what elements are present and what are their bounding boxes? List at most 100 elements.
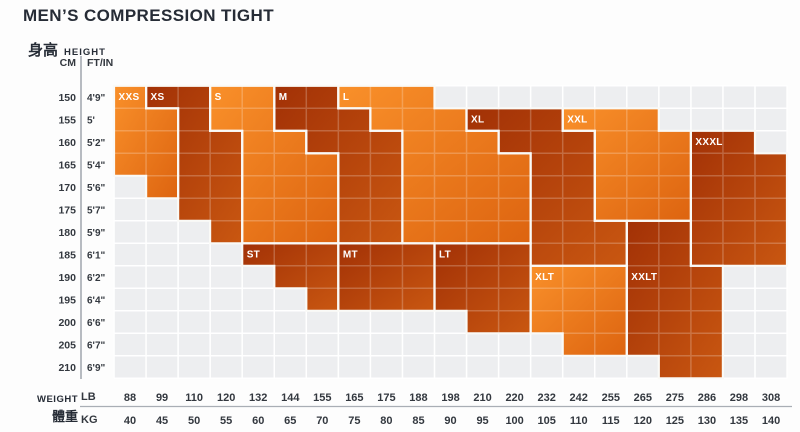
axis-kg-value: 80 — [380, 415, 392, 427]
axis-kg-value: 140 — [762, 415, 780, 427]
axis-cm-value: 185 — [58, 249, 76, 261]
cm-column-header: CM — [59, 57, 76, 69]
axis-lb-value: 120 — [217, 392, 235, 404]
weight-axis-header: WEIGHT 體重 — [0, 394, 78, 425]
region-XXLT — [626, 220, 723, 379]
axis-lb-value: 308 — [762, 392, 780, 404]
axis-kg-value: 125 — [666, 415, 684, 427]
axis-cm-value: 165 — [58, 159, 76, 171]
height-label-en: HEIGHT — [64, 47, 106, 58]
axis-ftin-value: 5'9" — [87, 228, 106, 239]
axis-lb-value: 198 — [441, 392, 459, 404]
axis-ftin-value: 5'7" — [87, 205, 106, 216]
weight-label-en: WEIGHT — [37, 394, 78, 405]
axis-ftin-value: 6'6" — [87, 318, 106, 329]
axis-kg-value: 90 — [444, 415, 456, 427]
axis-ftin-value: 4'9" — [87, 93, 106, 104]
axis-cm-value: 170 — [58, 182, 76, 194]
axis-ftin-value: 5' — [87, 115, 95, 126]
region-XL — [466, 108, 627, 266]
axis-lb-value: 232 — [537, 392, 555, 404]
axis-kg-value: 100 — [505, 415, 523, 427]
axis-ftin-value: 5'6" — [87, 183, 106, 194]
axis-kg-value: 95 — [476, 415, 488, 427]
axis-ftin-value: 5'4" — [87, 160, 106, 171]
axis-lb-value: 210 — [473, 392, 491, 404]
axis-cm-value: 195 — [58, 294, 76, 306]
page-title: MEN’S COMPRESSION TIGHT — [23, 6, 274, 25]
region-label-LT: LT — [439, 249, 451, 260]
region-label-XXXL: XXXL — [695, 137, 722, 148]
height-axis-header: 身高 HEIGHT — [28, 39, 106, 60]
height-axis-divider — [80, 56, 82, 379]
axis-cm-value: 175 — [58, 204, 76, 216]
region-XS — [146, 85, 243, 244]
region-S — [210, 85, 339, 244]
axis-ftin-value: 6'1" — [87, 250, 106, 261]
axis-lb-value: 242 — [570, 392, 588, 404]
axis-kg-value: 45 — [156, 415, 168, 427]
lb-row-header: LB — [81, 391, 96, 403]
axis-ftin-value: 6'9" — [87, 363, 106, 374]
axis-lb-value: 275 — [666, 392, 684, 404]
region-border-XXLT — [625, 219, 725, 380]
axis-lb-value: 265 — [634, 392, 652, 404]
region-label-M: M — [279, 92, 288, 103]
axis-cm-value: 210 — [58, 362, 76, 374]
axis-kg-value: 135 — [730, 415, 748, 427]
axis-lb-value: 110 — [185, 392, 203, 404]
axis-kg-value: 130 — [698, 415, 716, 427]
axis-ftin-value: 5'2" — [87, 138, 106, 149]
axis-cm-value: 180 — [58, 227, 76, 239]
axis-lb-value: 286 — [698, 392, 716, 404]
axis-cm-value: 200 — [58, 317, 76, 329]
region-label-MT: MT — [343, 249, 358, 260]
region-label-L: L — [343, 92, 349, 103]
region-label-ST: ST — [247, 249, 260, 260]
axis-lb-value: 88 — [124, 392, 136, 404]
axis-kg-value: 115 — [602, 415, 620, 427]
axis-ftin-value: 6'2" — [87, 273, 106, 284]
kg-row-header: KG — [81, 414, 98, 426]
axis-ftin-value: 6'7" — [87, 340, 106, 351]
axis-cm-value: 205 — [58, 339, 76, 351]
axis-kg-value: 60 — [252, 415, 264, 427]
axis-lb-value: 175 — [377, 392, 395, 404]
axis-kg-value: 75 — [348, 415, 360, 427]
axis-cm-value: 190 — [58, 272, 76, 284]
region-L — [338, 85, 531, 244]
region-label-XXLT: XXLT — [631, 272, 657, 283]
region-label-XLT: XLT — [535, 272, 554, 283]
region-border-LT — [433, 242, 532, 335]
axis-lb-value: 165 — [345, 392, 363, 404]
region-label-XXS: XXS — [119, 92, 140, 103]
region-XXXL — [690, 130, 787, 266]
axis-lb-value: 144 — [281, 392, 300, 404]
axis-kg-value: 120 — [634, 415, 652, 427]
region-ST — [242, 243, 339, 311]
axis-lb-value: 99 — [156, 392, 168, 404]
axis-lb-value: 255 — [602, 392, 620, 404]
axis-kg-value: 85 — [412, 415, 424, 427]
ftin-column-header: FT/IN — [87, 57, 114, 69]
axis-lb-value: 220 — [505, 392, 523, 404]
axis-kg-value: 105 — [537, 415, 555, 427]
region-XXS — [114, 85, 179, 199]
axis-ftin-value: 6'4" — [87, 295, 106, 306]
axis-kg-value: 55 — [220, 415, 232, 427]
region-MT — [338, 243, 435, 311]
axis-kg-value: 50 — [188, 415, 200, 427]
axis-kg-value: 70 — [316, 415, 328, 427]
axis-lb-value: 132 — [249, 392, 267, 404]
region-label-XXL: XXL — [567, 114, 587, 125]
region-label-XS: XS — [151, 92, 165, 103]
region-XXL — [562, 108, 691, 221]
axis-kg-value: 110 — [570, 415, 588, 427]
axis-lb-value: 298 — [730, 392, 748, 404]
axis-lb-value: 188 — [409, 392, 427, 404]
axis-cm-value: 160 — [58, 137, 76, 149]
axis-cm-value: 155 — [58, 114, 76, 126]
axis-kg-value: 40 — [124, 415, 136, 427]
